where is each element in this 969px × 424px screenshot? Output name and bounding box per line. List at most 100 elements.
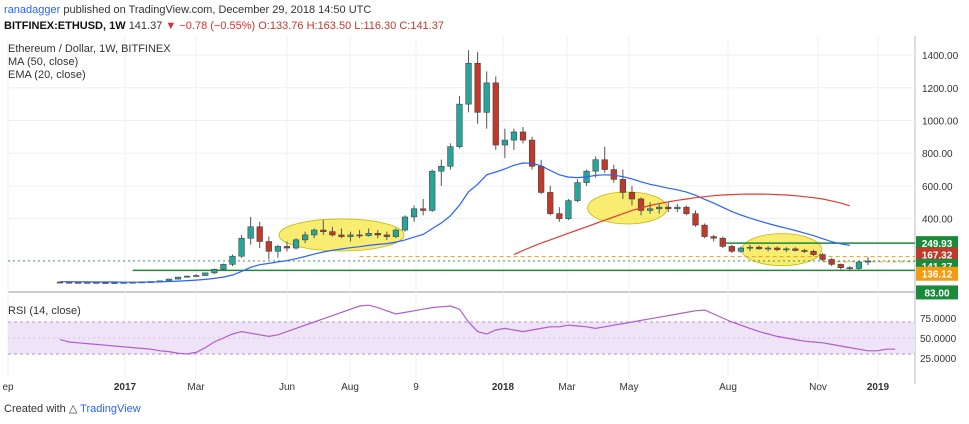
price-marker-label: 249.93 (922, 239, 953, 250)
price-marker-box (916, 266, 958, 281)
time-tick-label: Nov (809, 382, 827, 393)
candle-body (665, 206, 672, 210)
candle-body (646, 208, 654, 211)
candle-body (810, 250, 817, 255)
candle-body (374, 233, 381, 236)
candle-body (656, 206, 663, 210)
price-tick-label: 1000.00 (922, 116, 959, 127)
price-chart[interactable]: 400.00 600.00 800.00 1000.00 1200.00 1400.00 1… (0, 36, 969, 396)
candle-body (792, 248, 799, 251)
candle-body (474, 62, 481, 113)
time-tick-label: Mar (558, 382, 576, 393)
candle-body (211, 268, 218, 274)
candle-body (265, 241, 272, 252)
rsi-legend: RSI (14, close) (8, 305, 81, 317)
price-change: ▼ −0.78 (−0.55%) (165, 20, 256, 32)
time-tick-label: 2018 (492, 382, 515, 393)
candle-body (383, 234, 390, 237)
ema-legend: EMA (20, close) (8, 69, 86, 81)
published-text: published on TradingView.com, December 2… (63, 4, 372, 16)
candle-body (356, 234, 363, 237)
price-tick-label: 1400.00 (922, 51, 959, 62)
candle-body (338, 234, 345, 237)
footer: Created with △ TradingView (4, 402, 141, 415)
candle-body (238, 237, 245, 257)
indicator-lines (59, 162, 896, 355)
ma-50-line (513, 193, 850, 256)
candle-body (538, 165, 545, 193)
candle-body (347, 234, 354, 237)
candle-body (556, 213, 563, 219)
candle-body (701, 224, 708, 237)
tradingview-logo-icon: △ (68, 403, 78, 415)
candle-body (819, 254, 826, 260)
candle-body (429, 170, 436, 211)
candle-body (274, 246, 282, 252)
candle-body (746, 246, 754, 249)
candle-body (619, 179, 626, 193)
candle-body (674, 206, 681, 210)
candle-body (837, 264, 844, 268)
candles (56, 50, 872, 284)
candle-body (864, 260, 872, 263)
candle-body (456, 103, 463, 147)
candle-body (75, 282, 82, 284)
candle-body (311, 229, 318, 236)
rsi-tick-label: 50.0000 (920, 334, 957, 345)
candle-body (601, 159, 608, 170)
ticker-line: BITFINEX:ETHUSD, 1W 141.37 ▼ −0.78 (−0.5… (4, 19, 444, 33)
candle-body (365, 233, 372, 237)
price-tick-label: 1200.00 (922, 84, 959, 95)
candle-body (855, 261, 863, 269)
candle-body (302, 234, 309, 241)
candle-body (320, 229, 327, 232)
time-tick-label: Aug (719, 382, 737, 393)
price-tick-label: 800.00 (922, 149, 953, 160)
candle-body (628, 192, 636, 200)
candle-body (519, 131, 527, 141)
candle-body (420, 208, 427, 211)
candle-body (401, 216, 409, 231)
price-marker-label: 167.32 (922, 251, 953, 262)
candle-body (783, 248, 790, 251)
candle-body (710, 236, 717, 239)
candle-body (755, 246, 763, 250)
candle-body (256, 226, 263, 242)
price-tick-label: 600.00 (922, 182, 953, 193)
candle-body (501, 139, 508, 146)
candle-body (447, 146, 454, 167)
candle-body (283, 246, 291, 249)
candle-body (202, 272, 209, 276)
candle-body (801, 250, 808, 252)
price-marker-label: 83.00 (924, 288, 949, 299)
footer-prefix: Created with (4, 403, 66, 415)
candle-body (329, 231, 336, 236)
time-tick-label: 9 (413, 382, 419, 393)
price-marker-label: 136.12 (922, 270, 953, 281)
candle-body (565, 200, 572, 219)
candle-body (774, 247, 781, 250)
candle-body (828, 259, 835, 265)
ma-legend: MA (50, close) (8, 56, 78, 68)
time-tick-label: 2019 (867, 382, 890, 393)
last-price: 141.37 (128, 20, 163, 32)
candle-body (683, 206, 690, 214)
candle-body (483, 82, 490, 113)
time-tick-label: Aug (341, 382, 359, 393)
candle-body (229, 255, 236, 265)
rsi-tick-label: 25.0000 (920, 354, 957, 365)
time-axis[interactable]: ep 2017 Mar Jun Aug 9 2018 Mar May Aug Nov 2019 (2, 382, 889, 393)
time-tick-label: 2017 (114, 382, 137, 393)
price-marker-box (916, 247, 958, 262)
candle-body (846, 267, 853, 269)
tradingview-link[interactable]: TradingView (80, 403, 141, 415)
candle-body (737, 247, 745, 252)
candle-body (547, 192, 554, 214)
candle-body (528, 139, 536, 167)
time-tick-label: Jun (279, 382, 295, 393)
candle-body (292, 239, 300, 249)
candle-body (592, 159, 599, 172)
candle-body (465, 62, 472, 105)
author-link[interactable]: ranadagger (4, 4, 61, 16)
